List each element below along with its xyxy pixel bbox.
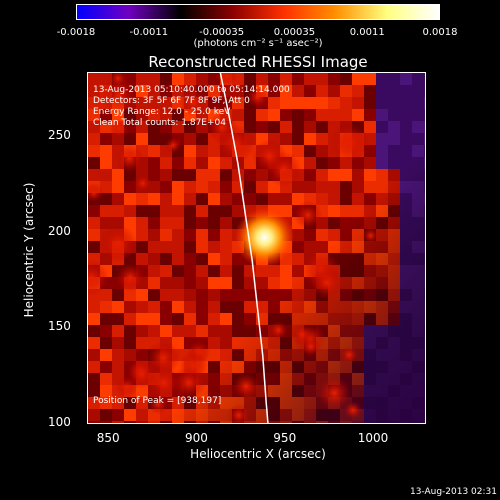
- emission-blob: [216, 124, 256, 164]
- emission-blob: [127, 359, 157, 389]
- emission-blob: [179, 89, 207, 116]
- emission-blob: [343, 400, 363, 420]
- chart-title: Reconstructed RHESSI Image: [148, 53, 368, 71]
- solar-limb-line: [219, 73, 269, 423]
- colorbar-tick-label: 0.00035: [273, 27, 316, 38]
- emission-blob: [88, 182, 104, 203]
- emission-blob: [252, 139, 287, 174]
- emission-blob: [340, 346, 358, 364]
- colorbar-tick-label: 0.0018: [422, 27, 458, 38]
- x-tick-label: 1000: [357, 431, 389, 445]
- emission-blob: [134, 174, 152, 193]
- emission-blob: [269, 320, 288, 340]
- x-tick-label: 850: [96, 431, 120, 445]
- emission-blob: [293, 200, 323, 230]
- y-axis-label: Heliocentric Y (arcsec): [22, 182, 36, 318]
- colorbar-tick-label: -0.0018: [56, 27, 96, 38]
- plot-area: [87, 72, 426, 424]
- emission-blobs: [88, 73, 379, 423]
- y-tick-label: 100: [48, 415, 71, 430]
- emission-blob: [310, 266, 344, 300]
- colorbar-units: (photons cm⁻² s⁻¹ asec⁻²): [193, 38, 323, 49]
- emission-blob: [115, 144, 144, 173]
- emission-blob: [146, 340, 181, 375]
- annotation-time-range: 13-Aug-2013 05:10:40.000 to 05:14:14.000: [93, 85, 290, 95]
- x-axis-label: Heliocentric X (arcsec): [190, 447, 326, 461]
- emission-blob: [165, 137, 182, 154]
- y-tick-label: 150: [48, 319, 71, 334]
- x-tick-label: 900: [185, 431, 208, 445]
- annotation-clean: Clean Total counts: 1.87E+04: [93, 118, 226, 128]
- emission-blob: [179, 351, 208, 380]
- annotation-energy: Energy Range: 12.0 - 25.0 keV: [93, 107, 231, 117]
- y-tick-label: 200: [48, 223, 71, 238]
- emission-blob: [317, 376, 352, 411]
- emission-blob: [109, 119, 129, 139]
- y-tick-label: 250: [48, 128, 71, 143]
- annotation-peak: Position of Peak = [938,197]: [93, 396, 222, 406]
- colorbar-tick-label: -0.0011: [129, 27, 169, 38]
- emission-blob: [115, 263, 145, 293]
- emission-blob: [301, 336, 321, 357]
- annotation-detectors: Detectors: 3F 5F 6F 7F 8F 9F, Att 0: [93, 96, 250, 106]
- emission-blob: [88, 260, 110, 296]
- peak-source: [234, 207, 295, 268]
- timestamp: 13-Aug-2013 02:31: [409, 487, 497, 497]
- emission-blob: [246, 85, 269, 109]
- colorbar: [76, 4, 440, 20]
- emission-blob: [362, 227, 379, 244]
- colorbar-tick-label: 0.0011: [349, 27, 385, 38]
- emission-blob: [227, 403, 251, 423]
- heatmap-image: [88, 73, 425, 423]
- emission-blob: [148, 394, 168, 415]
- colorbar-tick-label: -0.00035: [199, 27, 245, 38]
- emission-blob: [330, 123, 369, 162]
- emission-blob: [99, 224, 137, 263]
- emission-blob: [100, 77, 137, 114]
- emission-blob: [232, 372, 260, 400]
- x-tick-label: 950: [273, 431, 297, 445]
